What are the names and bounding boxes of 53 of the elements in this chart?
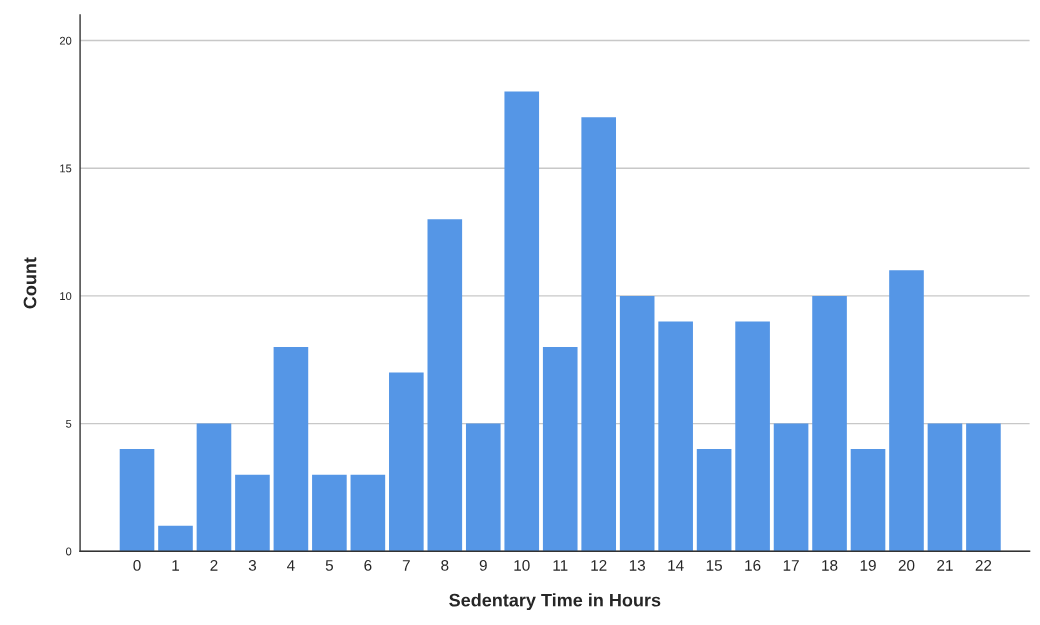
bar: [696, 449, 732, 552]
bar: [850, 449, 886, 552]
bar: [735, 321, 770, 552]
bar: [158, 525, 193, 552]
x-tick-label: 17: [783, 560, 799, 571]
y-tick-label: 10: [60, 292, 72, 301]
x-axis-title: Sedentary Time in Hours: [449, 593, 661, 611]
x-tick-label: 15: [706, 560, 722, 571]
x-tick-label: 7: [402, 560, 410, 571]
x-tick-label: 8: [441, 559, 449, 571]
x-tick-label: 10: [514, 559, 530, 571]
bar: [619, 295, 655, 552]
bar: [235, 474, 270, 552]
y-axis-title: Count: [23, 257, 37, 309]
x-tick-label: 18: [822, 559, 838, 571]
bar: [581, 117, 617, 552]
bar: [542, 346, 578, 552]
x-tick-label: 11: [553, 560, 568, 571]
x-tick-label: 4: [287, 560, 295, 571]
bar: [465, 423, 501, 552]
x-tick-label: 0: [133, 559, 141, 571]
y-tick-label: 0: [66, 547, 72, 556]
bar: [966, 423, 1001, 552]
bar: [658, 321, 693, 552]
x-tick-label: 3: [248, 559, 257, 571]
x-tick-label: 13: [629, 559, 645, 571]
x-tick-label: 21: [937, 559, 953, 571]
x-tick-label: 1: [172, 560, 179, 571]
x-tick-label: 6: [364, 559, 372, 571]
bar: [273, 346, 309, 552]
x-tick-label: 20: [898, 559, 915, 571]
y-tick-label: 5: [66, 419, 72, 428]
y-tick-label: 20: [59, 36, 72, 45]
x-tick-label: 14: [668, 560, 684, 571]
bar: [119, 449, 155, 552]
bar: [927, 423, 963, 552]
bar: [889, 270, 924, 552]
bar: [389, 372, 424, 552]
bar: [427, 219, 463, 552]
x-tick-label: 2: [210, 559, 218, 571]
bar: [504, 91, 540, 552]
bar: [196, 423, 232, 552]
bar: [773, 423, 809, 552]
bar: [312, 474, 347, 552]
x-tick-label: 16: [745, 559, 761, 571]
y-tick-label: 15: [60, 164, 72, 173]
x-tick-label: 9: [479, 559, 487, 571]
x-tick-label: 12: [591, 559, 607, 571]
x-tick-label: 5: [325, 560, 333, 571]
x-tick-label: 22: [975, 559, 992, 571]
bar: [350, 474, 386, 552]
x-tick-label: 19: [860, 559, 876, 571]
bar: [812, 295, 847, 552]
